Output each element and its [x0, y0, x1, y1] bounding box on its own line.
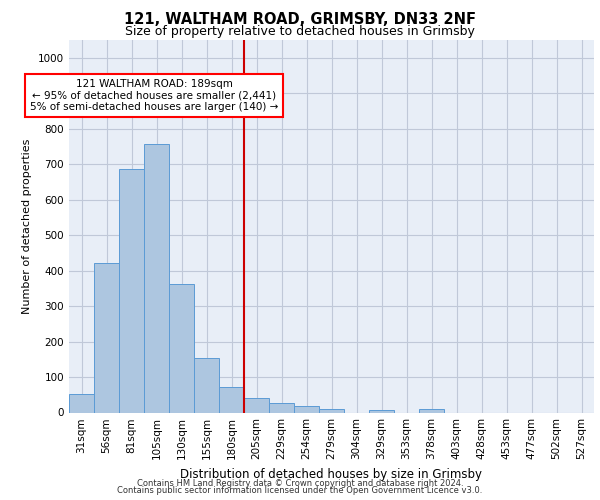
Text: Size of property relative to detached houses in Grimsby: Size of property relative to detached ho… — [125, 25, 475, 38]
Text: Contains HM Land Registry data © Crown copyright and database right 2024.: Contains HM Land Registry data © Crown c… — [137, 478, 463, 488]
Bar — [194, 358, 219, 412]
X-axis label: Distribution of detached houses by size in Grimsby: Distribution of detached houses by size … — [181, 468, 482, 481]
Bar — [69, 394, 94, 412]
Bar — [319, 409, 344, 412]
Bar — [169, 284, 194, 412]
Bar — [244, 398, 269, 412]
Bar — [369, 410, 394, 412]
Bar — [269, 402, 294, 412]
Bar — [119, 170, 144, 412]
Text: 121 WALTHAM ROAD: 189sqm
← 95% of detached houses are smaller (2,441)
5% of semi: 121 WALTHAM ROAD: 189sqm ← 95% of detach… — [30, 79, 278, 112]
Bar — [219, 387, 244, 412]
Bar — [144, 144, 169, 412]
Bar — [419, 409, 444, 412]
Text: Contains public sector information licensed under the Open Government Licence v3: Contains public sector information licen… — [118, 486, 482, 495]
Bar — [94, 263, 119, 412]
Bar — [294, 406, 319, 412]
Y-axis label: Number of detached properties: Number of detached properties — [22, 138, 32, 314]
Text: 121, WALTHAM ROAD, GRIMSBY, DN33 2NF: 121, WALTHAM ROAD, GRIMSBY, DN33 2NF — [124, 12, 476, 28]
